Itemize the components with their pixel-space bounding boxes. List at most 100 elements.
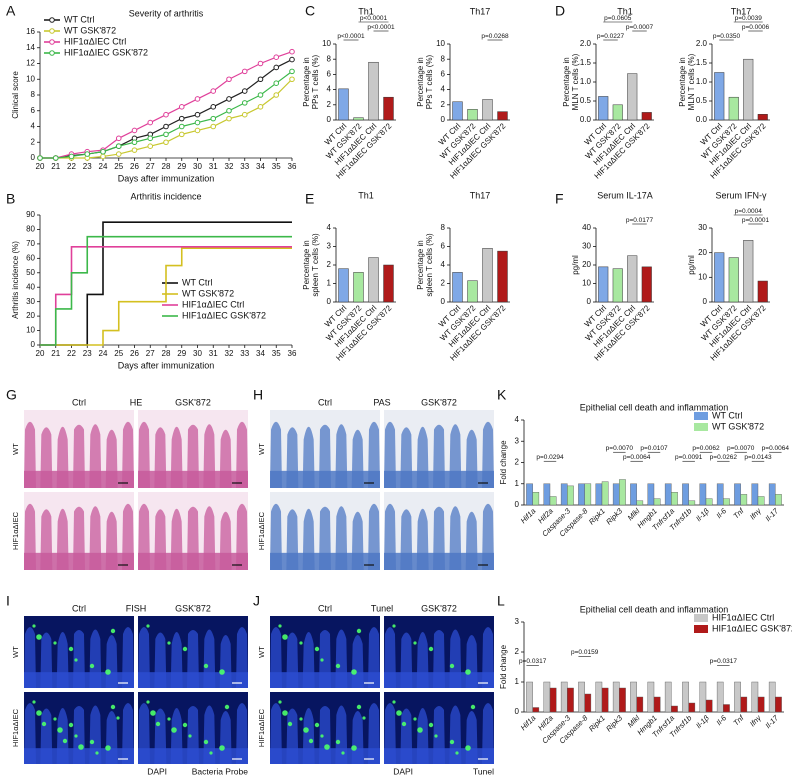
bar (743, 240, 754, 303)
x-tick-label: 36 (288, 162, 297, 171)
bar (699, 483, 707, 506)
bar (353, 272, 364, 303)
bar (497, 111, 508, 121)
bar (647, 681, 655, 713)
y-tick-label: 3 (327, 242, 332, 251)
x-tick-label: 29 (177, 162, 186, 171)
x-tick-label: 29 (177, 349, 186, 358)
bar (641, 112, 652, 121)
step-series (40, 235, 292, 346)
y-tick-label: 3 (515, 436, 520, 445)
point (100, 153, 106, 160)
signal (74, 734, 78, 738)
signal (116, 716, 120, 720)
signal (392, 624, 396, 628)
bar (775, 494, 782, 506)
bar (368, 257, 379, 303)
bar (757, 280, 768, 303)
x-tick-label: 32 (225, 162, 234, 171)
y-tick-label: 2.0 (580, 39, 592, 48)
point (37, 155, 43, 161)
y-tick-label: 40 (582, 223, 591, 232)
x-tick-label: Hif1a (519, 506, 538, 525)
signal (150, 710, 156, 716)
signal (351, 669, 357, 675)
legend-marker (49, 17, 55, 23)
point (147, 119, 154, 126)
bar (578, 681, 585, 713)
point (257, 60, 264, 67)
bar (723, 498, 730, 506)
y-tick-label: 0 (515, 707, 520, 716)
y-tick-label: 20 (698, 248, 707, 257)
y-tick-label: 30 (582, 242, 591, 251)
signal (32, 700, 36, 704)
x-tick-label: Ripk1 (587, 506, 607, 526)
bar (641, 266, 652, 303)
y-tick-label: 6 (441, 242, 446, 251)
signal (449, 663, 455, 669)
x-tick-label: 28 (162, 162, 171, 171)
tissue-base (138, 552, 248, 570)
point (163, 123, 169, 130)
y-tick-label: 0 (587, 297, 592, 306)
signal (171, 727, 177, 733)
signal (282, 634, 288, 640)
signal (314, 722, 320, 728)
bar (353, 117, 364, 121)
legend-label: HIF1αΔIEC Ctrl (712, 612, 774, 622)
y-tick-label: 12 (26, 59, 35, 68)
y-axis-label: Percentage in (678, 57, 687, 106)
signal (299, 641, 303, 645)
tissue-base (384, 552, 494, 570)
point (194, 96, 201, 102)
p-value: p=0.0064 (623, 454, 651, 461)
y-tick-label: 8 (441, 54, 446, 63)
x-tick-label: 30 (193, 162, 202, 171)
row-label: HIF1αΔIEC (11, 708, 20, 747)
point (289, 48, 295, 55)
tissue-base (138, 748, 248, 764)
step-series (40, 247, 292, 346)
y-axis-label: Percentage in (302, 57, 311, 106)
bar (549, 687, 557, 713)
point (131, 139, 138, 146)
p-value: p=0.0001 (742, 217, 770, 224)
y-tick-label: 50 (26, 268, 35, 277)
y-axis-label: spleen T cells (%) (425, 233, 434, 297)
bar (688, 702, 696, 713)
signal (53, 717, 57, 721)
x-tick-label: Hif1a (519, 713, 538, 732)
signal (53, 641, 57, 645)
y-tick-label: 40 (26, 282, 35, 291)
signal (155, 721, 161, 727)
y-tick-label: 0.5 (696, 96, 708, 105)
y-tick-label: 4 (31, 122, 36, 131)
signal (219, 669, 225, 675)
signal (396, 710, 402, 716)
y-tick-label: 2 (515, 647, 520, 656)
point (241, 111, 248, 118)
signal (209, 751, 213, 755)
legend-label: HIF1αΔIEC GSK'872 (182, 310, 266, 320)
y-tick-label: 20 (582, 260, 591, 269)
bar (567, 687, 574, 713)
chart-title: Serum IL-17A (597, 190, 653, 200)
y-tick-label: 8 (327, 54, 332, 63)
point (273, 54, 280, 61)
x-tick-label: 24 (99, 162, 108, 171)
legend-label: HIF1αΔIEC GSK'872 (64, 47, 148, 57)
bar (743, 58, 754, 121)
y-axis-label: Percentage in (416, 57, 425, 106)
y-tick-label: 4 (441, 85, 446, 94)
signal (68, 722, 74, 728)
bar (601, 481, 609, 506)
bar (664, 681, 672, 713)
y-tick-label: 1.0 (580, 77, 592, 86)
signal (146, 700, 150, 704)
signal (417, 727, 423, 733)
bar (671, 705, 678, 713)
bar (757, 114, 768, 121)
signal (303, 727, 309, 733)
